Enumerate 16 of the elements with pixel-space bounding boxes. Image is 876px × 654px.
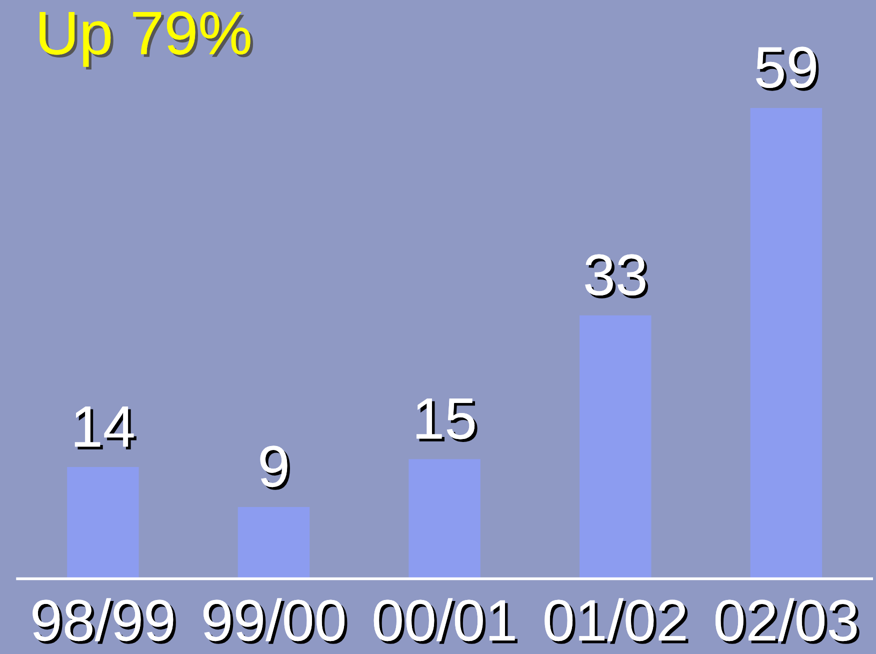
- bar: [238, 506, 310, 579]
- data-label: 14: [74, 406, 136, 450]
- data-label: 59: [756, 46, 819, 91]
- data-label: 33: [585, 254, 648, 298]
- data-label: 15: [416, 398, 478, 442]
- x-tick-label: 00/01: [374, 598, 518, 644]
- chart-title: Up 79%: [40, 11, 254, 70]
- bar: [750, 108, 822, 579]
- bar: [67, 467, 139, 579]
- x-tick-label: 01/02: [544, 598, 688, 644]
- x-tick-label: 98/99: [32, 598, 176, 644]
- x-tick-label: 02/03: [716, 598, 860, 644]
- data-label: 9: [260, 446, 290, 490]
- bar: [408, 459, 480, 579]
- x-tick-label: 99/00: [204, 598, 348, 644]
- bar: [580, 315, 652, 579]
